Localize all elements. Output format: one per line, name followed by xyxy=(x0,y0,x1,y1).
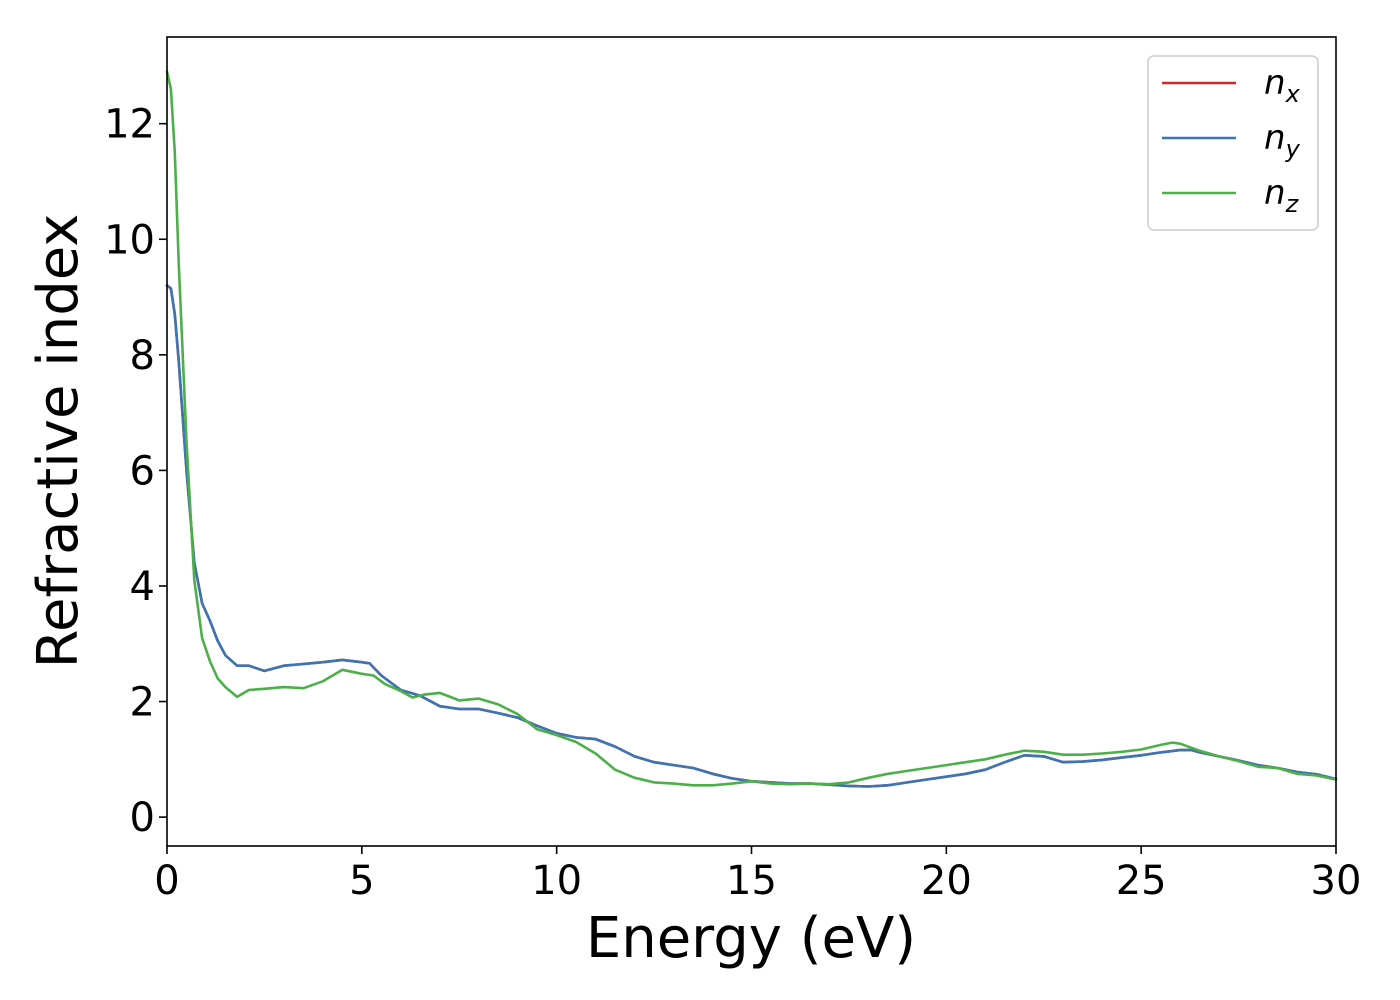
x-tick-label: 15 xyxy=(726,858,777,904)
legend-entry-y: ny xyxy=(1162,118,1301,163)
series-layer xyxy=(165,70,1338,788)
plot-area xyxy=(167,37,1336,846)
legend-label-base: n xyxy=(1264,173,1286,213)
y-axis: 0 2 4 6 8 10 12 xyxy=(104,102,167,841)
legend-entry-x: nx xyxy=(1162,63,1301,108)
x-axis: 0 5 10 15 20 25 30 xyxy=(154,846,1361,904)
legend-label: nx xyxy=(1264,63,1301,108)
series-line-z xyxy=(165,70,1338,787)
legend-label: ny xyxy=(1264,118,1301,163)
x-tick-label: 0 xyxy=(154,858,179,904)
y-tick-label: 12 xyxy=(104,102,155,148)
legend-entry-z: nz xyxy=(1162,173,1300,218)
y-tick-label: 0 xyxy=(130,795,155,841)
x-axis-label: Energy (eV) xyxy=(586,906,916,971)
legend-label-subscript: z xyxy=(1285,190,1300,218)
legend-label-base: n xyxy=(1264,63,1286,103)
x-tick-label: 30 xyxy=(1311,858,1362,904)
y-tick-label: 4 xyxy=(130,564,155,610)
y-tick-label: 8 xyxy=(130,333,155,379)
legend-label-base: n xyxy=(1264,118,1286,158)
series-line-y xyxy=(165,284,1338,788)
x-tick-label: 20 xyxy=(921,858,972,904)
y-tick-label: 2 xyxy=(130,680,155,726)
x-tick-label: 10 xyxy=(531,858,582,904)
legend-label: nz xyxy=(1264,173,1300,218)
x-tick-label: 25 xyxy=(1116,858,1167,904)
legend-label-subscript: y xyxy=(1285,135,1301,163)
y-axis-label: Refractive index xyxy=(26,214,91,669)
legend-box xyxy=(1147,55,1319,231)
y-tick-label: 6 xyxy=(130,448,155,494)
y-tick-label: 10 xyxy=(104,217,155,263)
x-tick-label: 5 xyxy=(349,858,374,904)
legend-label-subscript: x xyxy=(1285,80,1301,108)
